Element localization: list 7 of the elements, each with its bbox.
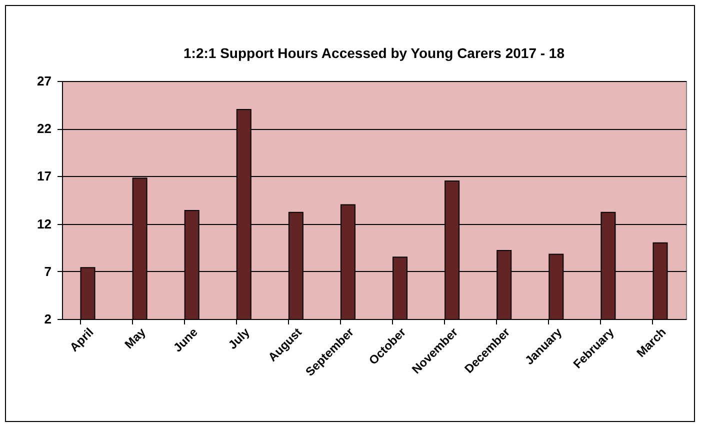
chart-title: 1:2:1 Support Hours Accessed by Young Carers 2017 - 18 bbox=[184, 45, 565, 61]
y-tick-label: 7 bbox=[44, 264, 52, 279]
y-tick-label: 17 bbox=[37, 168, 52, 184]
y-tick-label: 12 bbox=[37, 216, 52, 232]
y-tick-label: 27 bbox=[37, 74, 52, 88]
y-tick-label: 22 bbox=[37, 121, 52, 136]
y-tick-label: 2 bbox=[44, 312, 52, 326]
